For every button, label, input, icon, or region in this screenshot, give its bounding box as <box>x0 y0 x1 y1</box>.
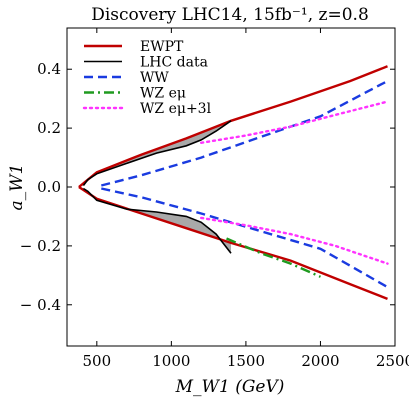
y-tick-label: − 0.2 <box>20 237 61 255</box>
series-2-branch-0 <box>101 79 389 187</box>
y-tick-label: 0.2 <box>37 119 61 137</box>
x-tick-label: 500 <box>82 352 111 370</box>
x-axis-label: M_W1 (GeV) <box>175 377 285 397</box>
lhc-data-shaded-region <box>78 120 232 254</box>
x-axis-title: M_W1 (GeV) <box>175 377 285 397</box>
legend-label: WZ eμ <box>140 86 186 102</box>
plot-frame <box>66 27 396 347</box>
series-1-branch-0 <box>82 120 232 186</box>
y-tick-label: 0.0 <box>37 178 61 196</box>
y-tick-label: 0.4 <box>37 60 61 78</box>
series-lines <box>78 65 389 301</box>
series-1-branch-1 <box>82 187 232 254</box>
legend-label: WW <box>140 70 169 86</box>
y-tick-label: − 0.4 <box>20 296 61 314</box>
y-axis-label: a_W1 <box>7 164 27 211</box>
axis-ticks: 500 1000 1500 2000 2500 − 0.4 − 0.2 0.0 0.2 0.4 <box>20 28 409 370</box>
shaded-region-upper <box>78 120 232 187</box>
legend-label: WZ eμ+3l <box>140 101 212 117</box>
x-tick-label: 2000 <box>301 352 339 370</box>
x-tick-label: 1500 <box>227 352 265 370</box>
chart-title: Discovery LHC14, 15fb⁻¹, z=0.8 <box>91 5 369 25</box>
x-tick-label: 1000 <box>152 352 190 370</box>
legend-label: EWPT <box>140 39 184 55</box>
series-0-branch-0 <box>78 65 388 188</box>
series-4-branch-0 <box>200 100 389 144</box>
series-3-branch-0 <box>226 237 321 278</box>
x-tick-label: 2500 <box>376 352 409 370</box>
series-0-branch-1 <box>78 185 388 301</box>
series-2-branch-1 <box>101 187 389 289</box>
legend-label: LHC data <box>140 55 208 71</box>
series-4-branch-1 <box>200 216 389 265</box>
y-axis-title: a_W1 <box>7 164 27 211</box>
